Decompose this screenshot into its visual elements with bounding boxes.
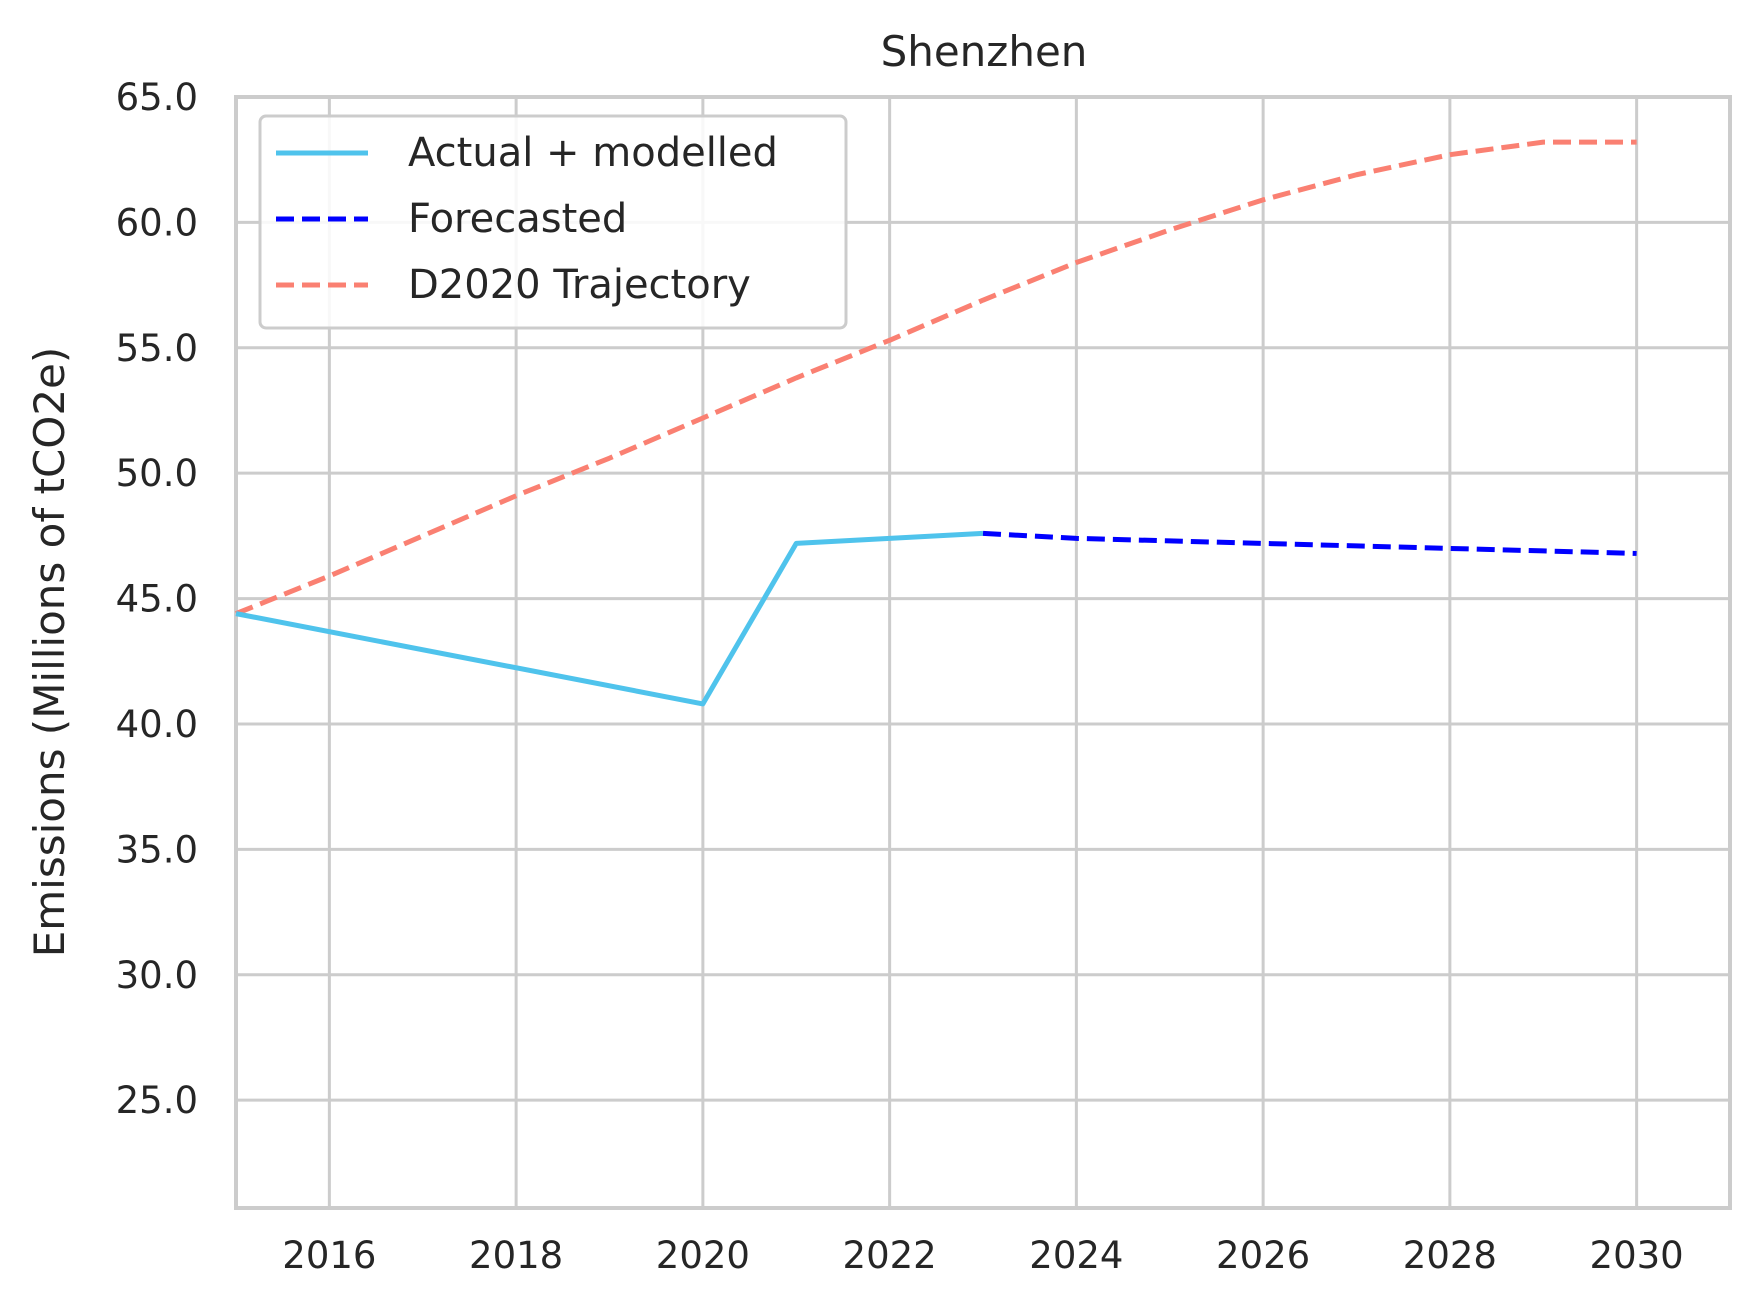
y-tick-label: 40.0 [116, 703, 198, 746]
legend-label-actual-modelled: Actual + modelled [408, 130, 778, 176]
y-axis-ticks: 25.0 30.0 35.0 40.0 45.0 50.0 55.0 60.0 65.0 [116, 76, 198, 1122]
y-tick-label: 30.0 [116, 954, 198, 997]
legend: Actual + modelled Forecasted D2020 Traject… [258, 114, 848, 330]
y-tick-label: 60.0 [116, 201, 198, 244]
x-tick-label: 2028 [1403, 1234, 1497, 1277]
series-line-d2020-trajectory [235, 139, 1637, 616]
x-tick-label: 2016 [282, 1234, 376, 1277]
y-tick-label: 65.0 [116, 76, 198, 119]
y-axis-label: Emissions (Millions of tCO2e) [25, 347, 74, 958]
y-tick-label: 35.0 [116, 828, 198, 871]
series-line-actual-modelled [235, 530, 984, 707]
y-tick-label: 45.0 [116, 578, 198, 621]
y-tick-label: 25.0 [116, 1079, 198, 1122]
legend-label-forecasted: Forecasted [408, 196, 627, 242]
plot-frame [234, 95, 1732, 1210]
legend-box [258, 114, 848, 330]
x-tick-label: 2024 [1029, 1234, 1123, 1277]
series-layer [235, 139, 1637, 707]
series-line-forecasted [982, 530, 1637, 556]
x-axis-ticks: 2016 2018 2020 2022 2024 2026 2028 2030 [282, 1234, 1683, 1277]
x-tick-label: 2026 [1216, 1234, 1310, 1277]
chart-title: Shenzhen [881, 27, 1088, 76]
x-tick-label: 2030 [1590, 1234, 1684, 1277]
x-tick-label: 2020 [656, 1234, 750, 1277]
x-tick-label: 2022 [843, 1234, 937, 1277]
x-tick-label: 2018 [469, 1234, 563, 1277]
y-tick-label: 55.0 [116, 327, 198, 370]
y-tick-label: 50.0 [116, 452, 198, 495]
legend-label-d2020-trajectory: D2020 Trajectory [408, 262, 751, 308]
